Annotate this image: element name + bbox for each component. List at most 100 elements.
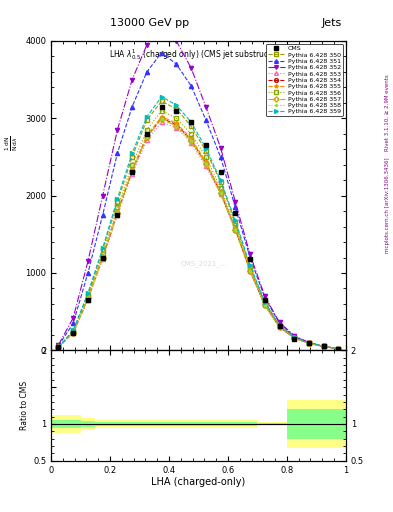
Pythia 6.428 355 — [86, 294, 90, 301]
CMS — [263, 297, 267, 303]
Pythia 6.428 356 — [159, 108, 164, 114]
Line: CMS: CMS — [56, 104, 341, 351]
Pythia 6.428 358 — [277, 324, 282, 330]
Pythia 6.428 351 — [145, 69, 149, 75]
Pythia 6.428 356 — [263, 301, 267, 307]
Pythia 6.428 359 — [130, 150, 134, 156]
Pythia 6.428 356 — [115, 204, 120, 210]
Pythia 6.428 350 — [277, 323, 282, 329]
Pythia 6.428 357 — [86, 295, 90, 302]
Pythia 6.428 357 — [321, 344, 326, 350]
Pythia 6.428 357 — [336, 346, 341, 352]
Text: CMS_2021_...: CMS_2021_... — [181, 260, 228, 267]
Y-axis label: Ratio to CMS: Ratio to CMS — [20, 381, 29, 430]
Pythia 6.428 350 — [56, 344, 61, 350]
Pythia 6.428 356 — [100, 250, 105, 257]
Line: Pythia 6.428 359: Pythia 6.428 359 — [56, 95, 341, 351]
Pythia 6.428 350 — [71, 328, 75, 334]
Pythia 6.428 357 — [307, 340, 311, 347]
Pythia 6.428 357 — [277, 324, 282, 330]
Pythia 6.428 352 — [218, 144, 223, 151]
Pythia 6.428 357 — [115, 209, 120, 216]
Pythia 6.428 357 — [145, 134, 149, 140]
Pythia 6.428 356 — [248, 265, 252, 271]
Line: Pythia 6.428 357: Pythia 6.428 357 — [56, 117, 341, 351]
Pythia 6.428 351 — [159, 50, 164, 56]
Pythia 6.428 359 — [307, 339, 311, 346]
Pythia 6.428 351 — [100, 212, 105, 218]
Pythia 6.428 355 — [56, 344, 61, 350]
Pythia 6.428 359 — [204, 144, 208, 151]
Pythia 6.428 353 — [263, 303, 267, 309]
Pythia 6.428 358 — [189, 138, 193, 144]
Pythia 6.428 353 — [56, 344, 61, 350]
Pythia 6.428 357 — [56, 344, 61, 350]
Pythia 6.428 359 — [336, 346, 341, 352]
Pythia 6.428 350 — [292, 334, 297, 340]
CMS — [204, 142, 208, 148]
Pythia 6.428 353 — [233, 227, 238, 233]
Pythia 6.428 359 — [145, 114, 149, 120]
CMS — [174, 108, 179, 114]
CMS — [336, 346, 341, 352]
Pythia 6.428 357 — [218, 190, 223, 197]
Text: Jets: Jets — [321, 18, 342, 28]
Line: Pythia 6.428 353: Pythia 6.428 353 — [56, 120, 341, 351]
Pythia 6.428 358 — [218, 190, 223, 197]
Pythia 6.428 359 — [159, 94, 164, 100]
Pythia 6.428 358 — [248, 268, 252, 274]
X-axis label: LHA (charged-only): LHA (charged-only) — [151, 477, 246, 487]
Pythia 6.428 356 — [145, 127, 149, 133]
Pythia 6.428 358 — [100, 254, 105, 261]
Pythia 6.428 352 — [174, 38, 179, 44]
Pythia 6.428 350 — [115, 199, 120, 205]
Pythia 6.428 351 — [263, 294, 267, 301]
Pythia 6.428 353 — [100, 256, 105, 262]
Pythia 6.428 356 — [277, 323, 282, 329]
Pythia 6.428 350 — [263, 300, 267, 306]
Line: Pythia 6.428 358: Pythia 6.428 358 — [56, 117, 341, 351]
Pythia 6.428 352 — [100, 193, 105, 199]
Pythia 6.428 359 — [277, 323, 282, 329]
Pythia 6.428 357 — [174, 123, 179, 129]
Pythia 6.428 353 — [248, 268, 252, 274]
Pythia 6.428 352 — [248, 251, 252, 258]
Pythia 6.428 354 — [174, 121, 179, 127]
Pythia 6.428 355 — [174, 120, 179, 126]
Legend: CMS, Pythia 6.428 350, Pythia 6.428 351, Pythia 6.428 352, Pythia 6.428 353, Pyt: CMS, Pythia 6.428 350, Pythia 6.428 351,… — [266, 44, 343, 116]
Pythia 6.428 355 — [321, 344, 326, 350]
Pythia 6.428 356 — [189, 131, 193, 137]
Pythia 6.428 359 — [233, 217, 238, 223]
Pythia 6.428 358 — [263, 303, 267, 309]
Pythia 6.428 356 — [233, 222, 238, 228]
Pythia 6.428 355 — [218, 188, 223, 194]
Pythia 6.428 359 — [263, 298, 267, 305]
Pythia 6.428 353 — [130, 171, 134, 177]
Pythia 6.428 352 — [130, 77, 134, 83]
Pythia 6.428 356 — [218, 185, 223, 191]
Pythia 6.428 350 — [307, 339, 311, 346]
Pythia 6.428 355 — [233, 225, 238, 231]
Pythia 6.428 350 — [248, 264, 252, 270]
CMS — [100, 254, 105, 261]
Pythia 6.428 355 — [277, 324, 282, 330]
Pythia 6.428 354 — [277, 324, 282, 330]
Line: Pythia 6.428 356: Pythia 6.428 356 — [56, 109, 341, 351]
Pythia 6.428 351 — [248, 254, 252, 261]
Pythia 6.428 351 — [189, 83, 193, 89]
Pythia 6.428 353 — [145, 137, 149, 143]
Pythia 6.428 358 — [159, 116, 164, 122]
Pythia 6.428 353 — [86, 297, 90, 303]
Pythia 6.428 357 — [159, 116, 164, 122]
Pythia 6.428 352 — [321, 344, 326, 350]
Pythia 6.428 357 — [263, 303, 267, 309]
Pythia 6.428 357 — [233, 227, 238, 233]
Pythia 6.428 355 — [263, 302, 267, 308]
Pythia 6.428 350 — [130, 154, 134, 160]
Pythia 6.428 358 — [130, 168, 134, 174]
Pythia 6.428 356 — [86, 293, 90, 299]
Pythia 6.428 356 — [307, 340, 311, 347]
CMS — [307, 340, 311, 347]
Pythia 6.428 354 — [159, 115, 164, 121]
Pythia 6.428 355 — [100, 253, 105, 259]
